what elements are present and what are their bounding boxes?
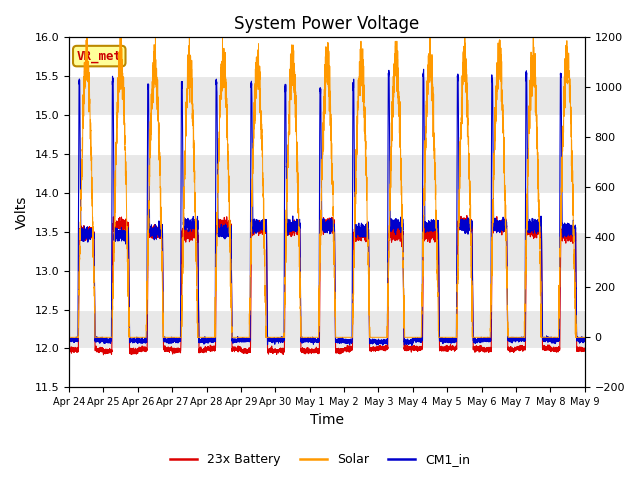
Title: System Power Voltage: System Power Voltage — [234, 15, 420, 33]
X-axis label: Time: Time — [310, 413, 344, 427]
Bar — [69, 271, 585, 310]
Text: VR_met: VR_met — [77, 49, 122, 62]
Legend: 23x Battery, Solar, CM1_in: 23x Battery, Solar, CM1_in — [164, 448, 476, 471]
Bar — [69, 348, 585, 387]
Y-axis label: Volts: Volts — [15, 196, 29, 229]
Bar — [69, 310, 585, 348]
Bar — [69, 37, 585, 76]
Bar — [69, 154, 585, 193]
Bar — [69, 232, 585, 271]
Bar — [69, 193, 585, 232]
Bar — [69, 115, 585, 154]
Bar — [69, 76, 585, 115]
